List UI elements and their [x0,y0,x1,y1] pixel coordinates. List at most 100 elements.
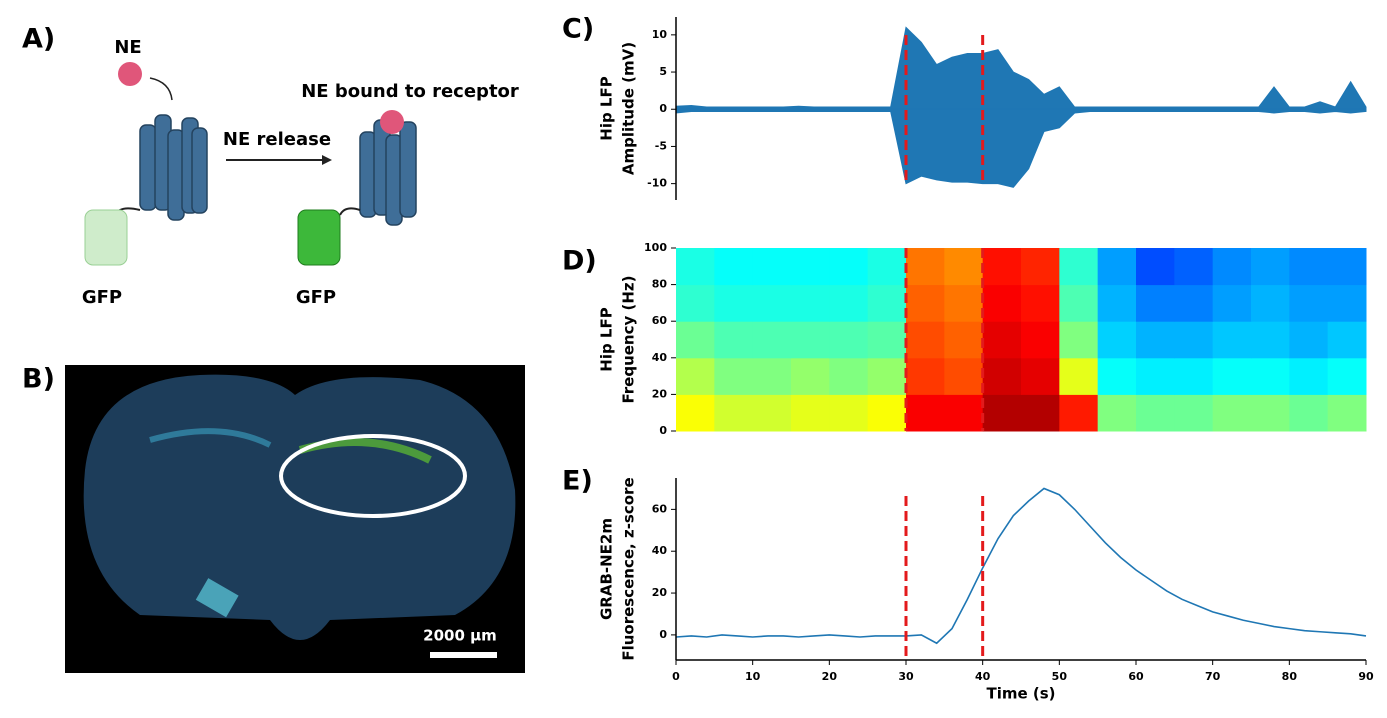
heat-cell [982,284,1022,322]
heat-cell [867,248,907,286]
y-axis-label: Hip LFP [598,76,616,140]
heat-cell [829,321,869,359]
heat-cell [829,284,869,322]
receptor-bound [359,119,417,226]
y-axis-label: Frequency (Hz) [620,275,638,403]
heat-cell [906,248,945,286]
y-tick-label: 60 [652,502,668,515]
y-tick-label: 5 [659,65,667,78]
heat-cell [829,357,869,395]
heat-cell [1174,394,1214,432]
heat-cell [982,357,1022,395]
heat-cell [1174,284,1214,322]
heat-cell [1097,394,1137,432]
heat-cell [752,394,792,432]
receptor [139,114,208,221]
y-tick-label: 0 [659,102,667,115]
heat-cell [829,394,869,432]
panel-label: A) [22,24,55,55]
panel-a: A) NE GFP NE release NE bound to recepto… [22,24,519,309]
heat-cell [676,284,715,322]
heat-cell [1289,394,1329,432]
hippocampus [149,428,272,448]
heat-cell [867,357,907,395]
y-tick-label: 40 [652,544,668,557]
y-tick-label: 40 [652,351,668,364]
panel-label: C) [562,14,594,45]
y-tick-label: 0 [659,628,667,641]
heat-cell [1059,357,1099,395]
heat-cell [1212,394,1252,432]
y-axis-label: GRAB-NE2m [598,518,616,620]
heat-cell [1059,394,1099,432]
heat-cell [791,321,830,359]
heat-cell [714,357,754,395]
heat-cell [1212,357,1252,395]
heat-cell [1327,248,1367,286]
heat-cell [1289,357,1329,395]
heat-cell [791,357,830,395]
heat-cell [676,394,715,432]
y-tick-label: -5 [655,139,667,152]
heat-cell [1021,248,1060,286]
gfp-dim [84,209,128,266]
signal-envelope [675,26,1367,110]
x-tick-label: 20 [822,670,838,683]
x-tick-label: 70 [1205,670,1221,683]
heat-cell [1059,248,1099,286]
y-tick-label: 100 [644,241,667,254]
heat-cell [1059,284,1099,322]
heat-cell [1251,357,1290,395]
x-tick-label: 50 [1052,670,1068,683]
x-tick-label: 10 [745,670,761,683]
heat-cell [906,357,945,395]
linker [339,207,361,216]
heat-cell [944,394,984,432]
x-tick-label: 30 [898,670,914,683]
heat-cell [867,394,907,432]
panel-label: D) [562,246,597,277]
heat-cell [944,321,984,359]
release-label: NE release [223,129,331,150]
heat-cell [791,284,830,322]
x-tick-label: 90 [1358,670,1374,683]
arrow-head [322,155,332,165]
x-axis-label: Time (s) [986,685,1055,703]
heat-cell [867,321,907,359]
y-tick-label: 80 [652,278,668,291]
heat-cell [906,321,945,359]
heat-cell [1251,321,1290,359]
heat-cell [1289,248,1329,286]
x-tick-label: 60 [1128,670,1144,683]
heat-cell [1289,284,1329,322]
fiber-tract [195,578,239,618]
gfp-label: GFP [296,287,336,308]
heat-cell [1097,321,1137,359]
y-axis-label: Amplitude (mV) [620,42,638,175]
heat-cell [1212,284,1252,322]
ne-molecule [118,62,142,86]
heat-cell [752,284,792,322]
y-tick-label: 0 [659,424,667,437]
heat-cell [944,248,984,286]
bound-label: NE bound to receptor [301,81,519,102]
heat-cell [1136,394,1175,432]
heat-cell [1212,248,1252,286]
heat-cell [1021,394,1060,432]
heat-cell [1097,284,1137,322]
panel-label: E) [562,466,593,497]
ne-bound [380,110,404,134]
heat-cell [1021,357,1060,395]
ne-label: NE [114,37,141,58]
heat-cell [1327,357,1367,395]
y-tick-label: 60 [652,314,668,327]
brain-section [83,374,516,640]
heat-cell [829,248,869,286]
x-tick-label: 40 [975,670,991,683]
heat-cell [714,248,754,286]
heat-cell [1174,248,1214,286]
panel-b: B) 2000 µm [22,364,525,673]
scale-label: 2000 µm [423,627,497,645]
highlight-ellipse [279,434,467,518]
